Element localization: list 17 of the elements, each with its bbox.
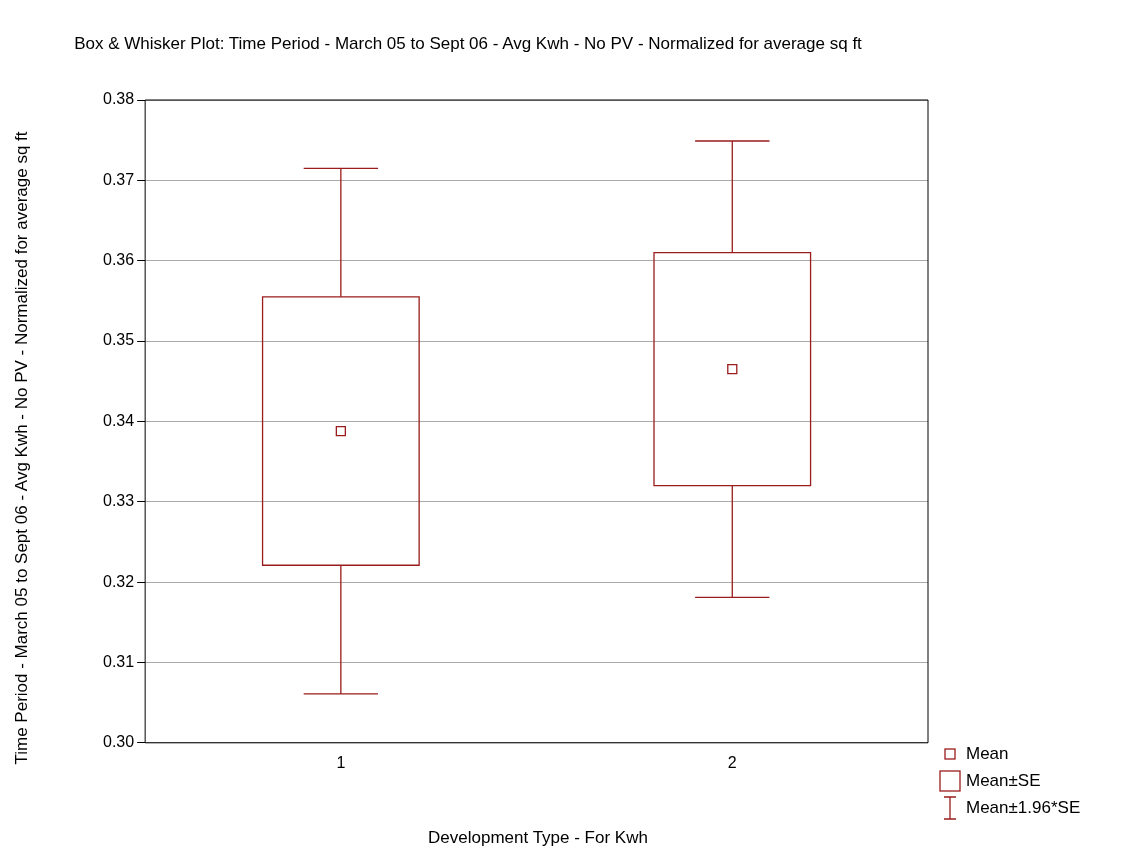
text: Mean±1.96*SE [966, 797, 1081, 818]
y-tick-label: 0.37 [103, 170, 135, 188]
x-tick-label: 1 [336, 753, 346, 771]
y-tick-label: 0.31 [103, 652, 135, 670]
x-tick-label: 2 [727, 753, 737, 771]
y-tick-label: 0.32 [103, 572, 135, 590]
y-axis-title: Time Period - March 05 to Sept 06 - Avg Kwh - No PV - Normalized for average sq ft [11, 130, 32, 767]
y-tick-label: 0.38 [103, 90, 135, 108]
y-tick-label: 0.34 [103, 411, 135, 429]
x-axis-title: Development Type - For Kwh [427, 828, 649, 848]
text: Mean [966, 743, 1009, 764]
y-tick-label: 0.35 [103, 331, 135, 349]
y-tick-label: 0.30 [103, 733, 135, 751]
y-tick-label: 0.33 [103, 492, 135, 510]
chart-title: Box & Whisker Plot: Time Period - March 05 to Sept 06 - Avg Kwh - No PV - Normalized for average sq ft [73, 33, 863, 55]
text: Mean±SE [966, 770, 1041, 791]
y-tick-label: 0.36 [103, 251, 135, 269]
